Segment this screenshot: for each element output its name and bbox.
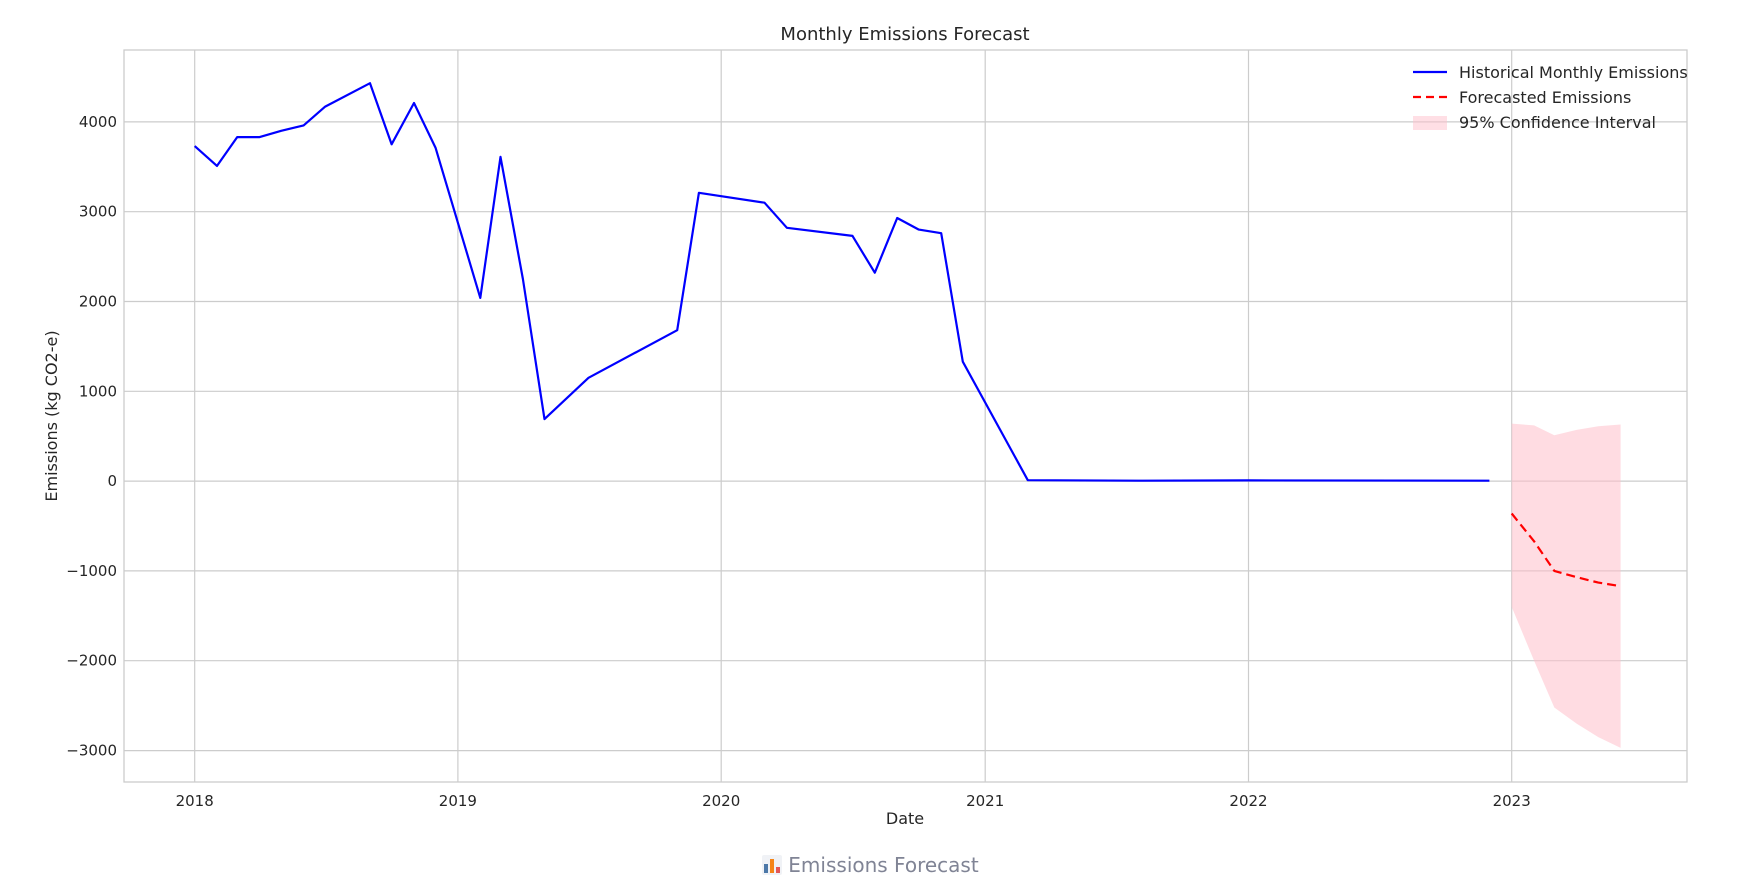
chart-caption: Emissions Forecast bbox=[0, 853, 1741, 877]
legend-label-historical: Historical Monthly Emissions bbox=[1459, 63, 1688, 82]
series-lines bbox=[193, 82, 1621, 588]
forecast-emissions-line bbox=[1510, 512, 1621, 588]
legend-label-forecast: Forecasted Emissions bbox=[1459, 88, 1631, 107]
x-axis-label: Date bbox=[886, 809, 924, 828]
confidence-interval-area bbox=[1511, 423, 1621, 748]
y-tick-label: −3000 bbox=[66, 742, 117, 760]
x-tick-label: 2019 bbox=[439, 792, 477, 810]
x-tick-label: 2021 bbox=[966, 792, 1004, 810]
y-tick-labels: 4000 3000 2000 1000 0 −1000 −2000 −3000 bbox=[66, 113, 117, 760]
legend: Historical Monthly Emissions Forecasted … bbox=[1413, 63, 1688, 132]
y-tick-label: 4000 bbox=[79, 113, 117, 131]
y-tick-label: 2000 bbox=[79, 293, 117, 311]
caption-text: Emissions Forecast bbox=[788, 853, 979, 877]
x-tick-labels: 2018 2019 2020 2021 2022 2023 bbox=[176, 792, 1531, 810]
x-tick-label: 2020 bbox=[702, 792, 740, 810]
y-tick-label: −1000 bbox=[66, 562, 117, 580]
y-tick-label: −2000 bbox=[66, 652, 117, 670]
historical-emissions-line bbox=[193, 82, 1490, 482]
bar-chart-icon bbox=[762, 855, 783, 875]
y-tick-label: 0 bbox=[107, 472, 117, 490]
y-tick-label: 3000 bbox=[79, 203, 117, 221]
plot-frame bbox=[123, 49, 1688, 783]
x-tick-label: 2018 bbox=[176, 792, 214, 810]
legend-label-confidence: 95% Confidence Interval bbox=[1459, 113, 1656, 132]
confidence-band bbox=[1511, 423, 1621, 748]
chart-background bbox=[0, 0, 1741, 845]
emissions-forecast-chart: 2018 2019 2020 2021 2022 2023 4000 3000 2000 100… bbox=[0, 0, 1741, 845]
legend-swatch-confidence bbox=[1413, 116, 1447, 130]
x-tick-label: 2023 bbox=[1493, 792, 1531, 810]
chart-title: Monthly Emissions Forecast bbox=[780, 24, 1029, 45]
y-tick-label: 1000 bbox=[79, 382, 117, 400]
x-tick-label: 2022 bbox=[1229, 792, 1267, 810]
y-axis-label: Emissions (kg CO2-e) bbox=[42, 330, 61, 501]
